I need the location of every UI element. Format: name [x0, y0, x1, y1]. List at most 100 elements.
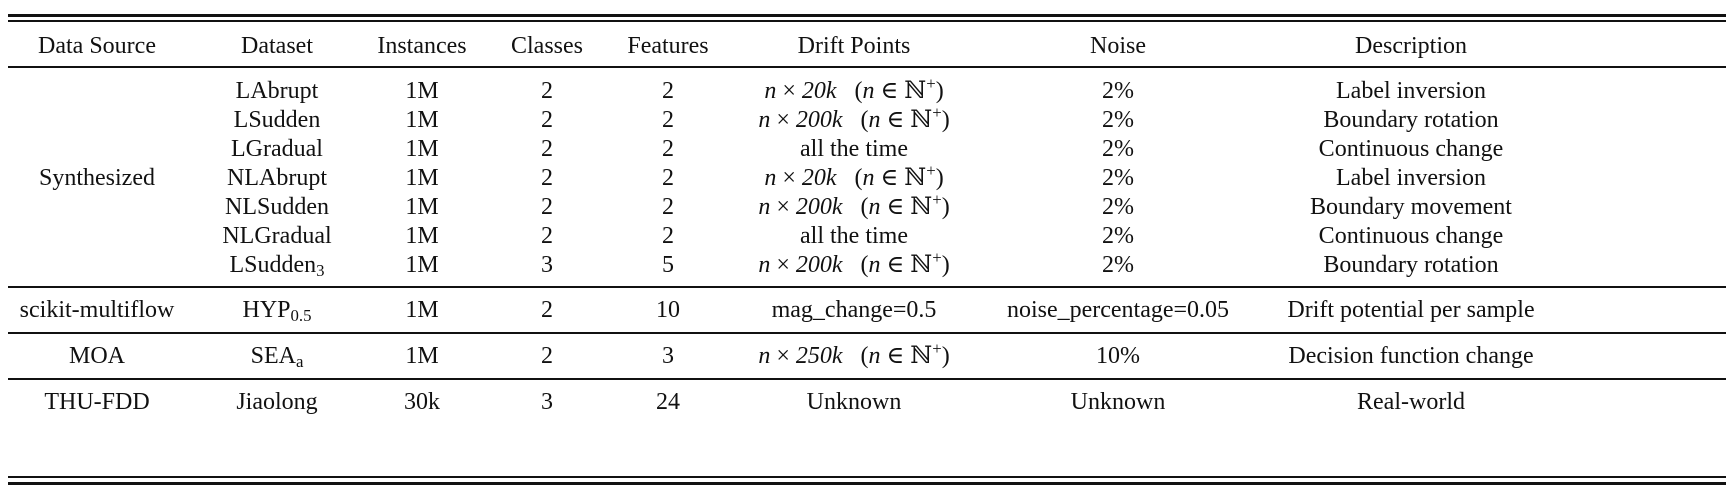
- description-cell: Drift potential per sample: [1287, 297, 1535, 323]
- math-naturals: ℕ: [910, 343, 933, 369]
- dataset-subscript: 3: [316, 261, 325, 281]
- description-cell: Continuous change: [1318, 223, 1504, 249]
- features-cell: 3: [662, 343, 674, 369]
- math-plus: +: [932, 189, 942, 209]
- features-cell: 10: [656, 297, 680, 323]
- classes-cell: 3: [541, 389, 553, 415]
- math-times: ×: [782, 165, 796, 191]
- noise-cell: 10%: [1096, 343, 1140, 369]
- classes-cell: 3: [541, 252, 553, 278]
- noise-cell: Unknown: [1070, 389, 1166, 415]
- drift-points-cell: mag_change=0.5: [771, 297, 937, 323]
- math-plus: +: [932, 247, 942, 267]
- math-multiplier: 200k: [795, 194, 843, 220]
- dataset-name: Jiaolong: [236, 389, 318, 415]
- dataset-cell: NLSudden: [225, 195, 329, 219]
- top-rule-thin: [8, 20, 1726, 22]
- math-times: ×: [782, 78, 796, 104]
- math-n: n: [758, 343, 771, 369]
- math-in: ∈: [880, 165, 899, 191]
- instances-cell: 1M: [405, 107, 439, 133]
- dataset-name: NLAbrupt: [227, 165, 327, 191]
- instances-cell: 1M: [405, 165, 439, 191]
- dataset-cell: SEAa: [250, 343, 304, 372]
- description-cell: Boundary movement: [1310, 194, 1512, 220]
- math-n: n: [862, 165, 875, 191]
- math-multiplier: 20k: [801, 78, 837, 104]
- dataset-cell: HYP0.5: [243, 298, 312, 326]
- header-data-source: Data Source: [38, 33, 156, 59]
- dataset-cell: LSudden3: [229, 252, 325, 281]
- math-n: n: [764, 165, 777, 191]
- header-features: Features: [627, 33, 709, 59]
- math-in: ∈: [886, 252, 905, 278]
- math-n: n: [758, 194, 771, 220]
- math-plus: +: [926, 73, 936, 93]
- math-plus: +: [926, 160, 936, 180]
- noise-cell: 2%: [1102, 165, 1134, 191]
- math-in: ∈: [886, 194, 905, 220]
- math-n: n: [868, 194, 881, 220]
- math-naturals: ℕ: [910, 252, 933, 278]
- math-multiplier: 250k: [795, 343, 843, 369]
- noise-cell: 2%: [1102, 223, 1134, 249]
- data-source-cell: THU-FDD: [44, 389, 150, 415]
- header-description: Description: [1355, 33, 1467, 59]
- dataset-cell: NLAbrupt: [227, 166, 327, 190]
- instances-cell: 30k: [404, 389, 440, 415]
- description-cell: Real-world: [1357, 389, 1465, 415]
- math-n: n: [758, 107, 771, 133]
- noise-cell: noise_percentage=0.05: [1006, 297, 1230, 323]
- header-rule: [8, 66, 1726, 68]
- math-n: n: [868, 107, 881, 133]
- features-cell: 2: [662, 136, 674, 162]
- math-naturals: ℕ: [910, 194, 933, 220]
- data-source-cell: scikit-multiflow: [19, 297, 175, 323]
- math-times: ×: [776, 252, 790, 278]
- dataset-name: LGradual: [231, 136, 323, 162]
- drift-points-cell: all the time: [800, 223, 908, 249]
- dataset-cell: NLGradual: [222, 224, 331, 248]
- description-cell: Label inversion: [1336, 165, 1486, 191]
- features-cell: 5: [662, 252, 674, 278]
- dataset-subscript: a: [295, 352, 304, 372]
- dataset-name: LSudden: [229, 252, 317, 278]
- math-times: ×: [776, 343, 790, 369]
- header-classes: Classes: [511, 33, 583, 59]
- features-cell: 2: [662, 223, 674, 249]
- group-rule-1: [8, 286, 1726, 288]
- math-multiplier: 20k: [801, 165, 837, 191]
- math-in: ∈: [886, 107, 905, 133]
- instances-cell: 1M: [405, 223, 439, 249]
- math-in: ∈: [886, 343, 905, 369]
- drift-points-cell: n × 200k (n ∈ ℕ+): [758, 189, 950, 220]
- features-cell: 2: [662, 78, 674, 104]
- bottom-rule-thick: [8, 482, 1726, 485]
- math-multiplier: 200k: [795, 107, 843, 133]
- classes-cell: 2: [541, 297, 553, 323]
- dataset-name: NLSudden: [225, 194, 329, 220]
- drift-points-cell: Unknown: [806, 389, 902, 415]
- instances-cell: 1M: [405, 136, 439, 162]
- data-source-cell: Synthesized: [39, 165, 155, 191]
- math-naturals: ℕ: [904, 165, 927, 191]
- dataset-cell: Jiaolong: [236, 390, 317, 414]
- dataset-subscript: 0.5: [290, 306, 312, 326]
- header-drift-points: Drift Points: [797, 33, 911, 59]
- classes-cell: 2: [541, 107, 553, 133]
- dataset-cell: LAbrupt: [236, 79, 319, 103]
- instances-cell: 1M: [405, 343, 439, 369]
- header-noise: Noise: [1090, 33, 1146, 59]
- instances-cell: 1M: [405, 297, 439, 323]
- description-cell: Boundary rotation: [1323, 252, 1499, 278]
- dataset-cell: LGradual: [231, 137, 323, 161]
- noise-cell: 2%: [1102, 252, 1134, 278]
- dataset-name: SEA: [250, 343, 296, 369]
- noise-cell: 2%: [1102, 194, 1134, 220]
- dataset-cell: LSudden: [234, 108, 321, 132]
- dataset-name: LSudden: [233, 107, 321, 133]
- math-n: n: [764, 78, 777, 104]
- description-cell: Boundary rotation: [1323, 107, 1499, 133]
- drift-points-cell: n × 200k (n ∈ ℕ+): [758, 247, 950, 278]
